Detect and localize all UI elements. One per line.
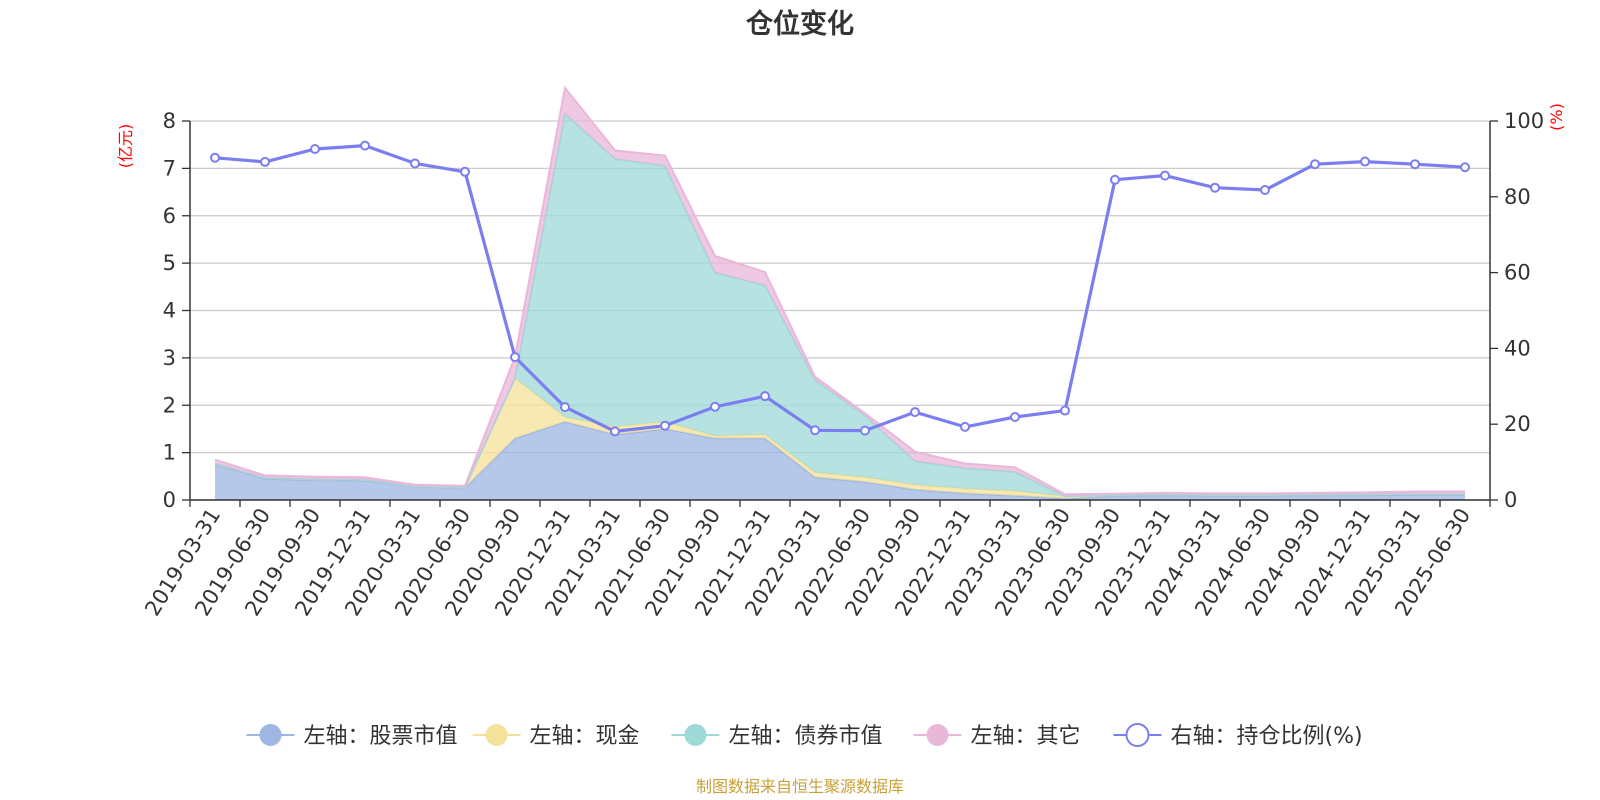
left-tick-label: 7 — [163, 156, 176, 180]
right-tick-label: 40 — [1504, 336, 1531, 360]
right-tick-label: 0 — [1504, 488, 1517, 512]
left-tick-label: 6 — [163, 204, 176, 228]
ratio-point — [1460, 162, 1470, 173]
ratio-point — [410, 158, 420, 169]
left-tick-label: 4 — [163, 299, 176, 323]
ratio-point — [260, 156, 270, 167]
gridlines — [190, 120, 1490, 501]
ratio-point — [460, 166, 470, 177]
right-tick-label: 80 — [1504, 185, 1531, 209]
ratio-point — [560, 402, 570, 413]
ratio-point — [310, 144, 320, 155]
right-tick-label: 20 — [1504, 412, 1531, 436]
area-左轴：现金 — [215, 378, 1465, 499]
legend-marker — [485, 724, 508, 746]
right-tick-label: 60 — [1504, 261, 1531, 285]
ratio-point — [610, 426, 620, 437]
ratio-point — [1310, 159, 1320, 170]
ratio-point — [510, 352, 520, 363]
ratio-point — [1060, 405, 1070, 416]
left-tick-label: 0 — [163, 488, 176, 512]
area-左轴：债券市值 — [215, 113, 1465, 497]
left-axis-unit: (亿元) — [116, 124, 135, 169]
legend: 左轴：股票市值 左轴：现金 左轴：债券市值 左轴：其它 右轴：持仓比例(%) — [246, 723, 1363, 749]
legend-label: 左轴：股票市值 — [304, 724, 458, 749]
chart-title: 仓位变化 — [745, 8, 854, 40]
axes: 0123456780204060801002019-03-312019-06-3… — [140, 109, 1544, 620]
right-tick-label: 100 — [1504, 109, 1544, 133]
ratio-point — [1210, 182, 1220, 193]
ratio-point — [660, 420, 670, 431]
ratio-point — [1010, 411, 1020, 422]
legend-label: 左轴：其它 — [971, 724, 1081, 749]
source-note: 制图数据来自恒生聚源数据库 — [696, 777, 904, 796]
legend-marker — [926, 724, 949, 746]
legend-label: 右轴：持仓比例(%) — [1171, 724, 1363, 749]
ratio-point — [360, 140, 370, 151]
position-ratio-line — [210, 140, 1470, 437]
ratio-point — [1410, 159, 1420, 170]
right-axis-unit: (%) — [1547, 103, 1566, 131]
area-左轴：股票市值 — [215, 421, 1465, 500]
ratio-point — [810, 425, 820, 436]
ratio-point — [1110, 174, 1120, 185]
ratio-point — [1360, 156, 1370, 167]
legend-label: 左轴：债券市值 — [729, 724, 883, 749]
ratio-point — [960, 421, 970, 432]
ratio-point — [910, 407, 920, 418]
ratio-point — [760, 391, 770, 402]
ratio-point — [860, 425, 870, 436]
left-tick-label: 3 — [163, 346, 176, 370]
stacked-areas — [214, 85, 1465, 500]
left-tick-label: 8 — [163, 109, 176, 133]
left-tick-label: 5 — [163, 251, 176, 275]
ratio-point — [1160, 170, 1170, 181]
legend-marker — [259, 724, 282, 746]
area-edge-左轴：其它 — [214, 85, 1465, 496]
ratio-line-path — [214, 144, 1466, 433]
ratio-point — [1260, 184, 1270, 195]
left-tick-label: 2 — [163, 393, 176, 417]
legend-marker — [1125, 723, 1150, 747]
ratio-point — [210, 152, 220, 163]
legend-label: 左轴：现金 — [530, 724, 640, 749]
ratio-point — [710, 401, 720, 412]
left-tick-label: 1 — [163, 441, 176, 465]
legend-marker — [684, 724, 707, 746]
